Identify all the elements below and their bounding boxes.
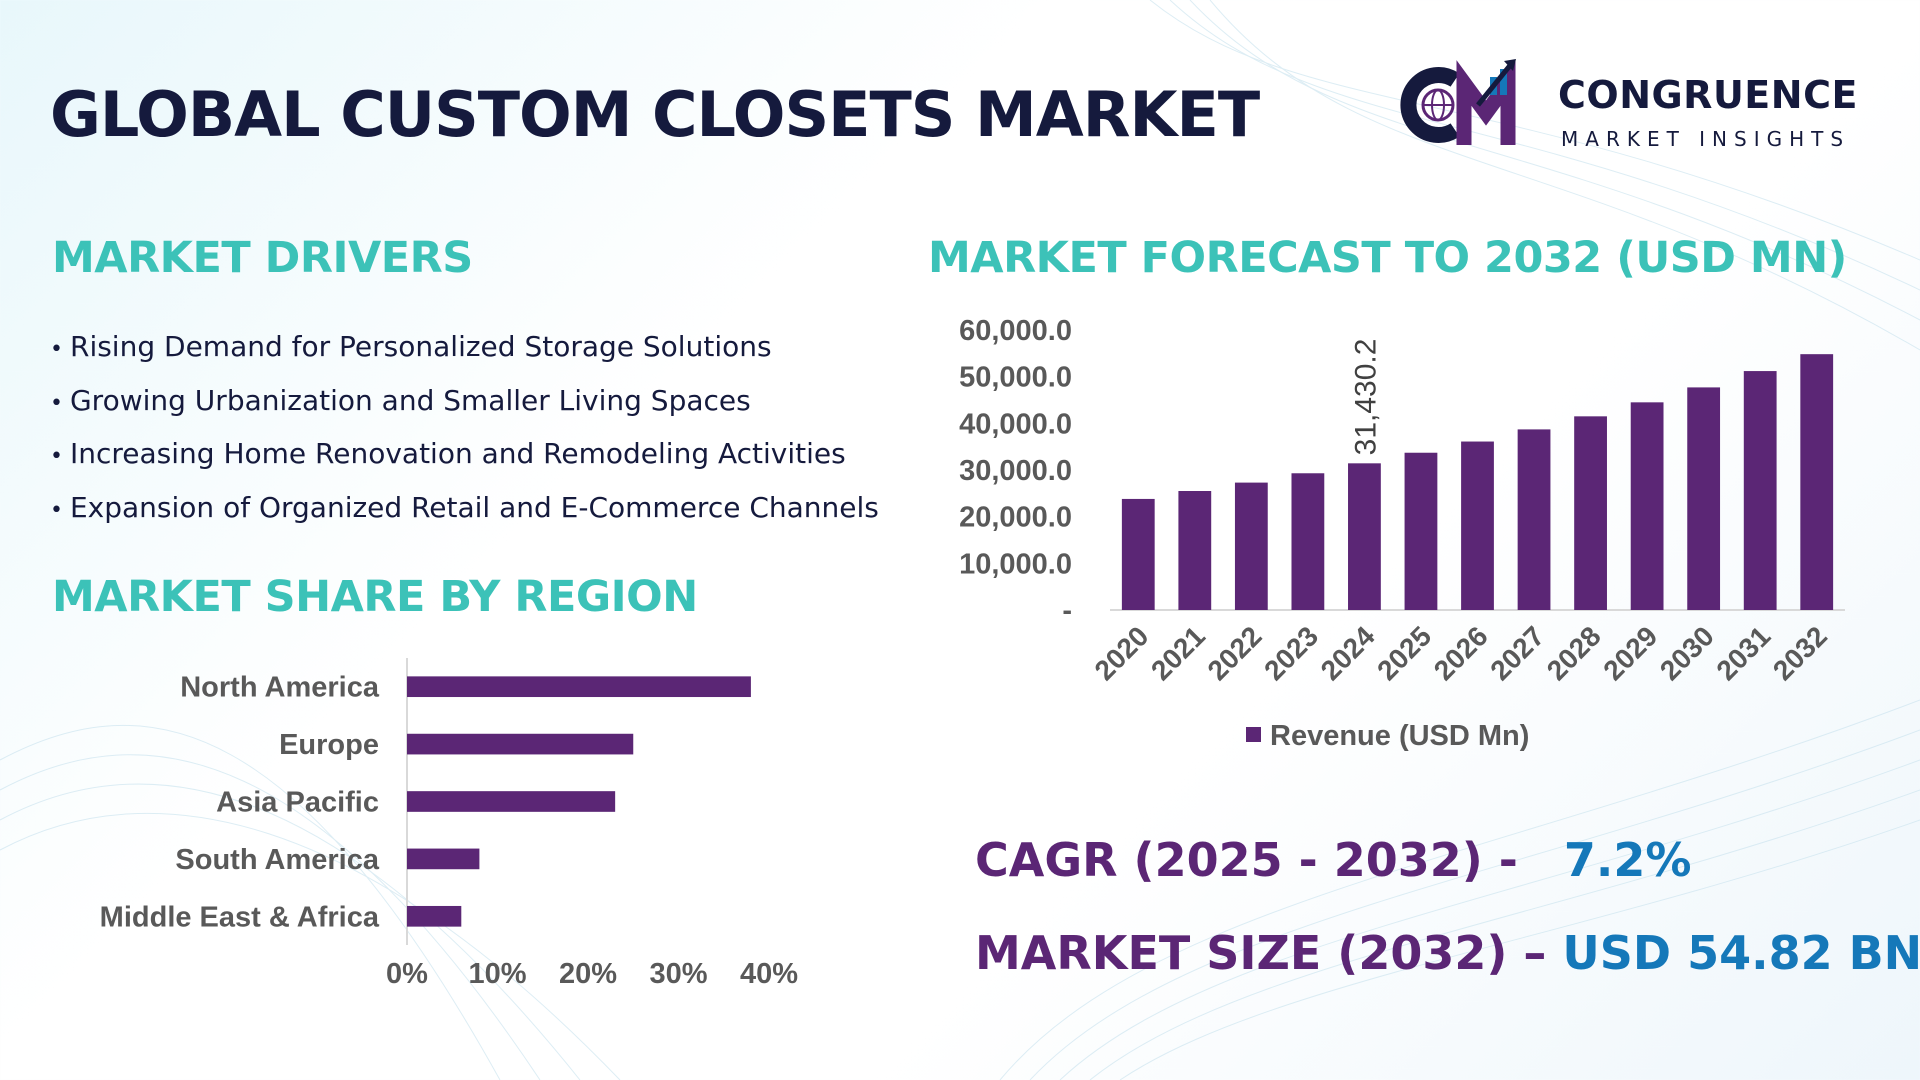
legend-swatch <box>1246 727 1261 742</box>
y-tick-label: 60,000.0 <box>959 315 1072 347</box>
bar-2023 <box>1291 473 1325 610</box>
driver-item: Expansion of Organized Retail and E-Comm… <box>50 486 879 540</box>
region-heading: MARKET SHARE BY REGION <box>52 572 698 622</box>
x-tick-label: 10% <box>468 958 526 990</box>
bar-middle-east-africa <box>407 905 462 927</box>
category-label: Asia Pacific <box>216 787 379 819</box>
y-tick-label: 50,000.0 <box>959 362 1072 394</box>
bar-2028 <box>1574 416 1607 610</box>
bar-asia-pacific <box>407 791 616 812</box>
drivers-heading: MARKET DRIVERS <box>52 233 473 283</box>
logo-tagline: MARKET INSIGHTS <box>1561 127 1851 151</box>
category-label: North America <box>180 672 380 704</box>
cagr-row: CAGR (2025 - 2032) - 7.2% <box>975 833 1691 887</box>
driver-item: Increasing Home Renovation and Remodelin… <box>50 432 879 486</box>
bar-south-america <box>407 848 480 870</box>
y-tick-label: 30,000.0 <box>959 455 1072 487</box>
bar-2026 <box>1461 441 1494 610</box>
company-logo: CONGRUENCE MARKET INSIGHTS <box>1400 55 1870 155</box>
bar-2032 <box>1800 354 1834 610</box>
bar-2025 <box>1404 452 1438 610</box>
driver-item: Rising Demand for Personalized Storage S… <box>50 325 879 379</box>
driver-item: Growing Urbanization and Smaller Living … <box>50 379 879 433</box>
bar-north-america <box>407 676 751 698</box>
category-label: Middle East & Africa <box>100 901 380 933</box>
category-label: Europe <box>279 729 379 761</box>
x-tick-label: 20% <box>559 958 617 990</box>
bar-2024 <box>1348 463 1381 610</box>
y-tick-label: 10,000.0 <box>959 548 1072 580</box>
drivers-list: Rising Demand for Personalized Storage S… <box>50 325 879 539</box>
bar-2029 <box>1630 402 1664 610</box>
data-label: 31,430.2 <box>1349 339 1382 456</box>
category-label: South America <box>175 844 379 876</box>
y-tick-label: 20,000.0 <box>959 502 1072 534</box>
bar-2022 <box>1234 482 1268 610</box>
bar-2030 <box>1687 387 1721 610</box>
page-title: GLOBAL CUSTOM CLOSETS MARKET <box>50 78 1260 151</box>
market-size-label: MARKET SIZE (2032) – <box>975 926 1547 980</box>
bar-2031 <box>1743 371 1777 610</box>
x-tick-label: 30% <box>649 958 707 990</box>
y-tick-label: 40,000.0 <box>959 408 1072 440</box>
legend-label: Revenue (USD Mn) <box>1270 720 1529 752</box>
market-size-value: USD 54.82 BN <box>1562 926 1920 980</box>
bar-europe <box>407 733 634 755</box>
y-tick-label: - <box>1062 595 1072 627</box>
bar-2027 <box>1517 429 1551 610</box>
x-tick-label: 0% <box>386 958 428 990</box>
cm-globe-growth-icon <box>1400 59 1516 145</box>
forecast-heading: MARKET FORECAST TO 2032 (USD MN) <box>928 233 1847 283</box>
market-size-row: MARKET SIZE (2032) – USD 54.82 BN <box>975 926 1920 980</box>
bar-2021 <box>1178 491 1212 610</box>
cagr-value: 7.2% <box>1563 833 1692 887</box>
logo-name: CONGRUENCE <box>1558 73 1858 117</box>
cagr-label: CAGR (2025 - 2032) - <box>975 833 1518 887</box>
x-tick-label: 40% <box>740 958 798 990</box>
bar-2020 <box>1121 498 1155 610</box>
